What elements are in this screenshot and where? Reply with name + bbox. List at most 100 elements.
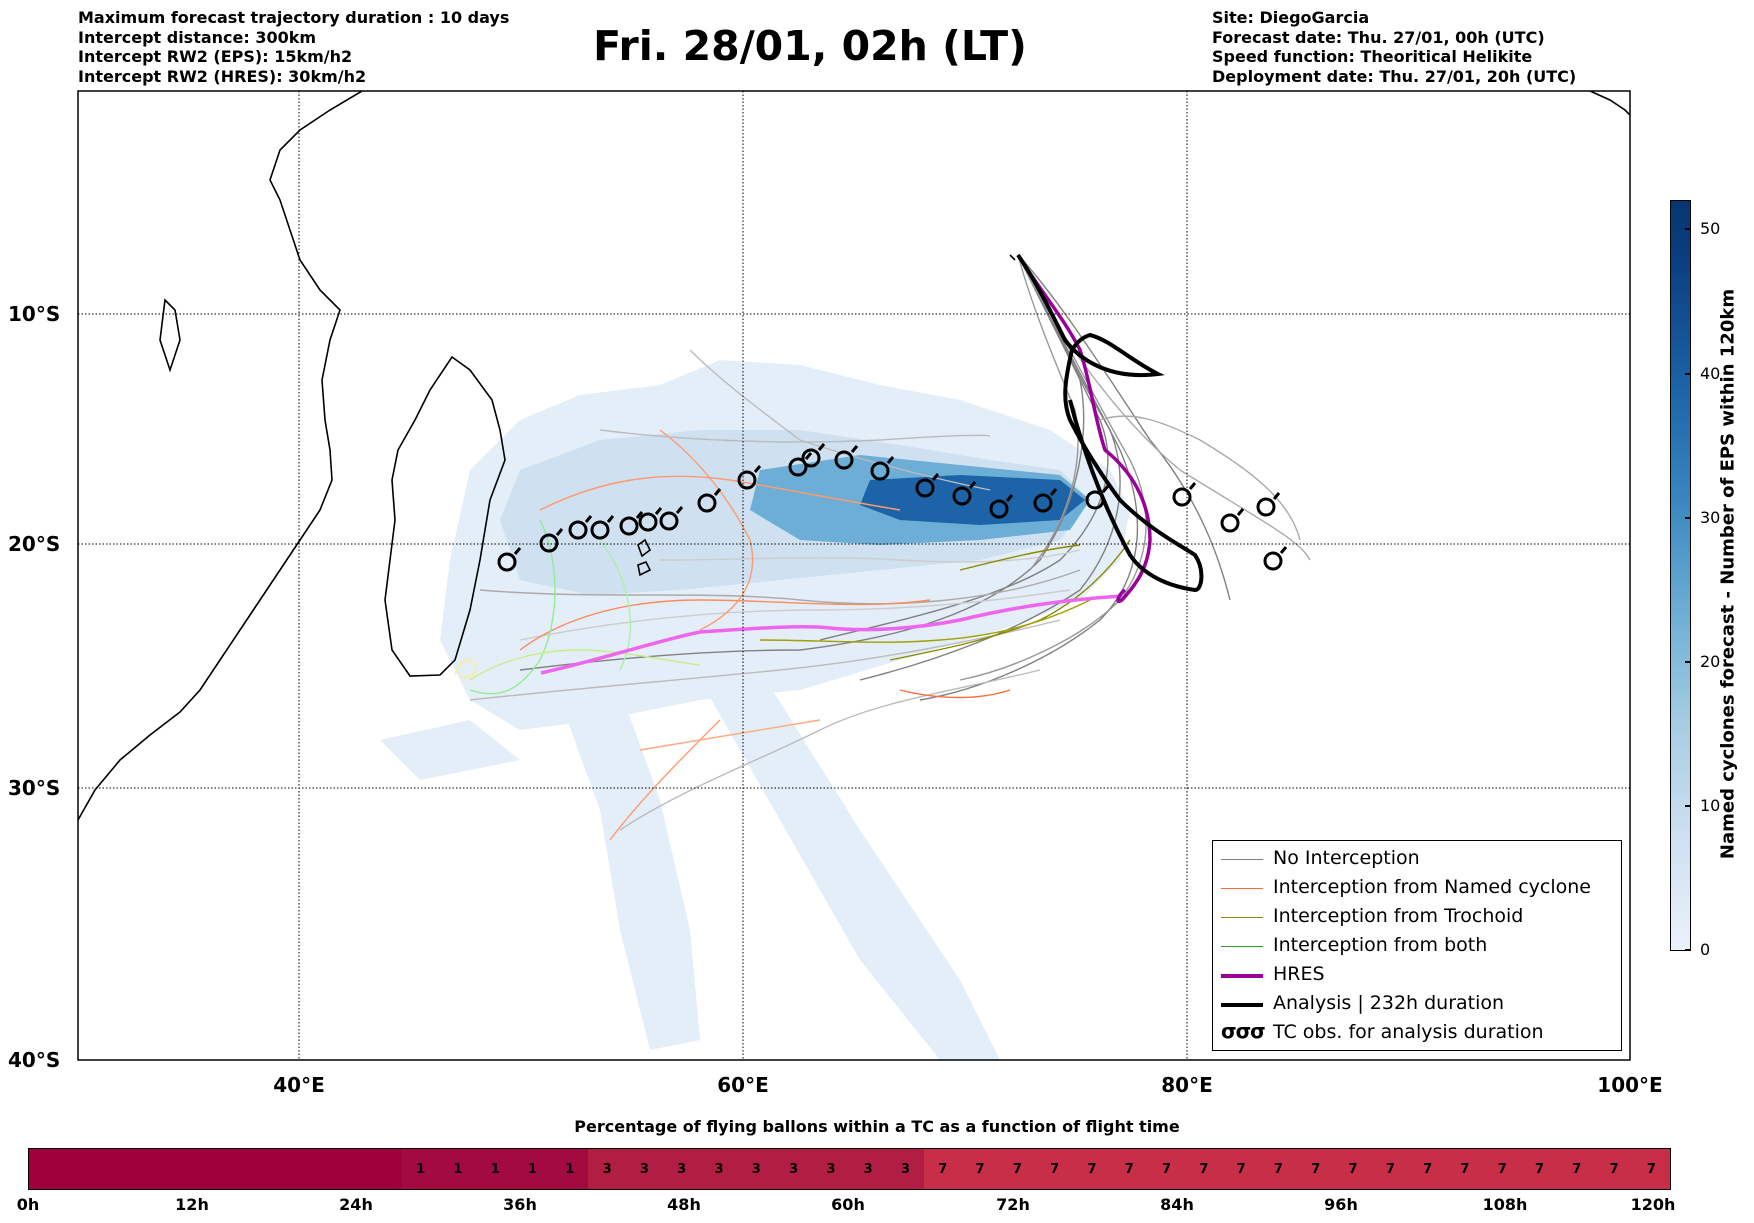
timebar-segment: 1: [513, 1149, 552, 1189]
timebar-segment: [66, 1149, 104, 1189]
colorbar-tick: 0: [1700, 940, 1711, 959]
legend-item-analysis: Analysis | 232h duration: [1213, 990, 1621, 1019]
cyclone-symbol-icon: [1172, 482, 1197, 507]
eps-density-tail1: [560, 690, 700, 1050]
cyclone-symbol-icon: [619, 511, 644, 536]
cyclone-symbol-icon: [834, 445, 859, 470]
intercept-rw2-hres-text: Intercept RW2 (HRES): 30km/h2: [78, 66, 367, 86]
timebar-segment: 7: [998, 1149, 1037, 1189]
timebar-segment: 7: [1558, 1149, 1596, 1189]
timebar-segment: 7: [1408, 1149, 1447, 1189]
timebar-segment: [327, 1149, 365, 1189]
timebar-segment: 1: [476, 1149, 514, 1189]
trajectory-orange: [659, 429, 754, 631]
timebar-segment: 7: [1147, 1149, 1186, 1189]
trajectory-green: [469, 649, 701, 681]
timebar-segment: 3: [737, 1149, 775, 1189]
legend-item-trochoid: Interception from Trochoid: [1213, 903, 1621, 932]
map-frame: [77, 90, 1631, 1061]
timebar-segment: [290, 1149, 328, 1189]
timebar-tick: 0h: [16, 1195, 40, 1214]
trajectory-green: [599, 539, 632, 671]
timebar-segment: 7: [1334, 1149, 1372, 1189]
deployment-date-text: Deployment date: Thu. 27/01, 20h (UTC): [1212, 66, 1577, 86]
colorbar-tick-mark: [1685, 373, 1691, 375]
legend-label: HRES: [1273, 963, 1325, 985]
timebar-tick: 96h: [1324, 1195, 1358, 1214]
cyclone-symbol-icon: [1220, 508, 1245, 533]
timebar-tick: 48h: [667, 1195, 701, 1214]
tc-observations: [497, 443, 1288, 572]
cyclone-symbol-icon: [497, 547, 522, 572]
timebar-tick: 60h: [831, 1195, 865, 1214]
timebar-tick: 108h: [1482, 1195, 1528, 1214]
colorbar-tick: 20: [1700, 652, 1721, 671]
intercept-distance-text: Intercept distance: 300km: [78, 27, 317, 47]
timebar-segment: [29, 1149, 67, 1189]
lon-label: 100°E: [1597, 1073, 1663, 1097]
island-reunion: [637, 560, 652, 577]
legend-label: Interception from Trochoid: [1273, 905, 1524, 927]
trajectory-grey: [619, 669, 1041, 831]
lat-label: 30°S: [8, 776, 61, 800]
colorbar-title: Named cyclones forecast - Number of EPS …: [1717, 288, 1739, 860]
lake-victoria: [159, 298, 181, 373]
legend-item-both: Interception from both: [1213, 932, 1621, 961]
island-mauritius: [637, 538, 652, 558]
intercept-rw2-eps-text: Intercept RW2 (EPS): 15km/h2: [78, 47, 353, 66]
timebar-segment: 7: [1483, 1149, 1521, 1189]
timebar-tick: 72h: [996, 1195, 1030, 1214]
timebar-segment: 7: [1371, 1149, 1409, 1189]
legend-label: Interception from Named cyclone: [1273, 876, 1591, 898]
colorbar-tick-mark: [1685, 949, 1691, 951]
cyclone-symbol-icon: [801, 443, 826, 468]
timebar-segment: 3: [886, 1149, 925, 1189]
timebar-segment: [252, 1149, 291, 1189]
colorbar-tick: 30: [1700, 508, 1721, 527]
cyclone-symbol-icon: [989, 494, 1014, 519]
timebar-title: Percentage of flying ballons within a TC…: [574, 1117, 1180, 1136]
timebar-segment: 7: [1259, 1149, 1298, 1189]
eps-density-field: [380, 360, 1130, 1060]
timebar-segment: 7: [1632, 1149, 1671, 1189]
cyclone-symbol-icon: [737, 465, 762, 490]
lat-label: 20°S: [8, 532, 61, 556]
cyclone-symbol-icon: [915, 473, 940, 498]
purple-thick-line-icon: [1221, 974, 1263, 978]
legend-item-hres: HRES: [1213, 961, 1621, 990]
timebar-segment: [140, 1149, 179, 1189]
coastlines: [78, 91, 1630, 821]
speed-function-text: Speed function: Theoritical Helikite: [1212, 47, 1533, 66]
australia-coast: [1589, 91, 1630, 116]
timebar-segment: 7: [1520, 1149, 1559, 1189]
timebar-segment: [215, 1149, 253, 1189]
timebar-segment: 7: [1297, 1149, 1335, 1189]
timebar-segment: 7: [924, 1149, 962, 1189]
timebar-segment: 1: [401, 1149, 440, 1189]
cyclone-symbol-icon: [1256, 492, 1281, 517]
legend-label: TC obs. for analysis duration: [1273, 1021, 1544, 1043]
site-text: Site: DiegoGarcia: [1212, 8, 1370, 27]
cyclone-symbol-icon: [659, 506, 684, 531]
trajectory-orange: [539, 475, 901, 511]
timebar-segment: 3: [774, 1149, 813, 1189]
cyclone-symbol-icon: [870, 456, 895, 481]
trajectory-grey: [1017, 254, 1079, 571]
diego-garcia-island: [1009, 254, 1016, 261]
header-left: Maximum forecast trajectory duration : 1…: [78, 8, 509, 86]
timebar-tick: 120h: [1630, 1195, 1676, 1214]
madagascar-coast: [384, 355, 506, 677]
legend-label: Analysis | 232h duration: [1273, 992, 1505, 1014]
trajectory-olive: [759, 599, 1091, 643]
colorbar-tick: 10: [1700, 796, 1721, 815]
lat-label: 40°S: [8, 1048, 61, 1072]
green-line-icon: [1221, 946, 1263, 947]
map-legend: No Interception Interception from Named …: [1212, 840, 1622, 1051]
header-right: Site: DiegoGarcia Forecast date: Thu. 27…: [1212, 8, 1576, 86]
timebar-segment: 3: [812, 1149, 850, 1189]
eps-density-tail2: [700, 670, 1000, 1060]
timebar-segment: 3: [588, 1149, 626, 1189]
cyclone-symbol-icon: [1033, 488, 1058, 513]
forecast-date-text: Forecast date: Thu. 27/01, 00h (UTC): [1212, 27, 1545, 47]
